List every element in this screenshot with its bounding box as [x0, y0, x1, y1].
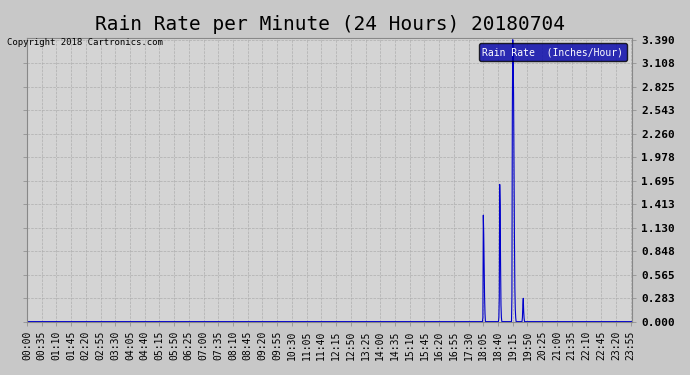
Rain Rate  (Inches/Hour)	[225, 320, 233, 324]
Rain Rate  (Inches/Hour)	[23, 320, 31, 324]
Rain Rate  (Inches/Hour)	[509, 38, 517, 42]
Text: Copyright 2018 Cartronics.com: Copyright 2018 Cartronics.com	[7, 38, 163, 47]
Legend: Rain Rate  (Inches/Hour): Rain Rate (Inches/Hour)	[479, 43, 627, 61]
Rain Rate  (Inches/Hour)	[557, 320, 565, 324]
Rain Rate  (Inches/Hour)	[143, 320, 151, 324]
Rain Rate  (Inches/Hour)	[628, 320, 636, 324]
Title: Rain Rate per Minute (24 Hours) 20180704: Rain Rate per Minute (24 Hours) 20180704	[95, 15, 564, 34]
Rain Rate  (Inches/Hour)	[503, 320, 511, 324]
Line: Rain Rate  (Inches/Hour): Rain Rate (Inches/Hour)	[27, 40, 632, 322]
Rain Rate  (Inches/Hour)	[157, 320, 166, 324]
Rain Rate  (Inches/Hour)	[424, 320, 432, 324]
